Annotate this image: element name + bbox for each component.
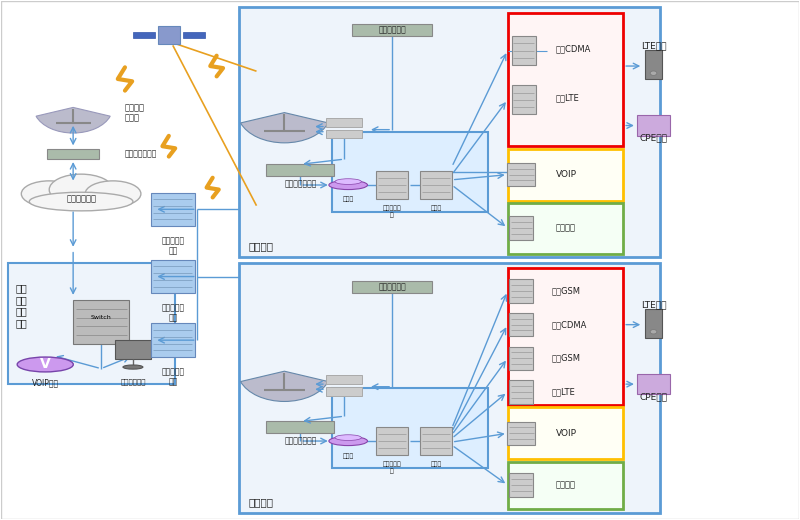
Bar	[239, 263, 660, 513]
Circle shape	[650, 330, 657, 334]
Text: 业务运维设
备: 业务运维设 备	[382, 462, 402, 474]
Ellipse shape	[335, 435, 362, 440]
Bar	[332, 132, 488, 212]
Text: CPE终端: CPE终端	[639, 392, 667, 401]
Text: Switch: Switch	[90, 315, 111, 320]
Text: VOIP平台: VOIP平台	[32, 378, 58, 387]
Text: 电信LTE: 电信LTE	[555, 94, 579, 102]
Text: 电信CDMA: 电信CDMA	[555, 45, 591, 54]
Bar	[73, 300, 129, 344]
Bar	[645, 50, 662, 79]
Ellipse shape	[329, 436, 367, 446]
Text: 监控管理系统: 监控管理系统	[378, 282, 406, 291]
Bar	[151, 260, 194, 293]
Text: 海南电信核
心网: 海南电信核 心网	[162, 304, 184, 323]
Bar	[158, 26, 180, 44]
Ellipse shape	[123, 365, 143, 369]
Bar	[508, 407, 623, 459]
Text: 卫星调制解调器: 卫星调制解调器	[284, 179, 317, 188]
Text: 海南移动核
心网: 海南移动核 心网	[162, 236, 184, 256]
Bar	[510, 216, 533, 240]
Text: CPE终端: CPE终端	[639, 133, 667, 142]
Ellipse shape	[329, 180, 367, 190]
Bar	[115, 340, 151, 359]
Text: 视频监控平台: 视频监控平台	[120, 378, 146, 384]
Bar	[645, 308, 662, 337]
Text: 路由器: 路由器	[342, 197, 354, 202]
Text: V: V	[40, 357, 50, 371]
Text: 视频监控: 视频监控	[555, 480, 575, 489]
Bar	[420, 427, 452, 455]
Bar	[637, 374, 670, 395]
Text: 海南联通核
心网: 海南联通核 心网	[162, 367, 184, 386]
Text: 海南
省通
信管
理局: 海南 省通 信管 理局	[16, 283, 27, 328]
Bar	[508, 149, 623, 201]
Text: 交换机: 交换机	[430, 462, 442, 467]
Text: 视频监控: 视频监控	[555, 224, 575, 232]
Bar	[332, 388, 488, 469]
Ellipse shape	[22, 181, 77, 207]
Bar	[508, 203, 623, 254]
Text: 试验船二: 试验船二	[249, 497, 274, 506]
Text: 移动GSM: 移动GSM	[551, 287, 581, 295]
Bar	[376, 427, 408, 455]
Bar	[510, 380, 533, 404]
Bar	[510, 473, 533, 497]
Bar	[133, 32, 155, 38]
Bar	[239, 7, 660, 257]
Bar	[182, 32, 205, 38]
Ellipse shape	[50, 174, 113, 205]
Bar	[266, 164, 334, 176]
Wedge shape	[241, 113, 328, 143]
Bar	[637, 115, 670, 136]
Bar	[151, 323, 194, 357]
Bar	[508, 268, 623, 405]
Text: 路由器: 路由器	[342, 453, 354, 459]
Bar	[376, 171, 408, 199]
Ellipse shape	[17, 357, 74, 372]
Wedge shape	[241, 371, 328, 401]
Bar	[508, 462, 623, 509]
Bar	[512, 85, 535, 114]
Text: LTE终端: LTE终端	[641, 42, 666, 50]
Text: VOIP: VOIP	[555, 429, 577, 438]
Bar	[507, 422, 535, 445]
Bar	[510, 279, 533, 303]
Bar	[326, 375, 362, 384]
Text: VOIP: VOIP	[555, 170, 577, 179]
Wedge shape	[36, 108, 110, 133]
Bar	[8, 263, 175, 384]
Bar	[420, 171, 452, 199]
Bar	[510, 347, 533, 370]
Bar	[507, 163, 535, 186]
Text: 卫星调制解调器: 卫星调制解调器	[284, 436, 317, 445]
Text: 电信CDMA: 电信CDMA	[551, 320, 587, 329]
Bar	[352, 24, 432, 35]
Text: 卫星调制解调器: 卫星调制解调器	[125, 149, 158, 159]
Text: LTE终端: LTE终端	[641, 300, 666, 309]
Text: 业务运维设
备: 业务运维设 备	[382, 206, 402, 218]
Bar	[326, 387, 362, 396]
Bar	[326, 118, 362, 126]
Ellipse shape	[30, 192, 133, 211]
Bar	[47, 149, 99, 159]
Bar	[352, 281, 432, 293]
Ellipse shape	[85, 181, 141, 207]
Text: 联通GSM: 联通GSM	[551, 354, 581, 363]
Bar	[512, 36, 535, 65]
Bar	[326, 129, 362, 138]
Text: 监控管理系统: 监控管理系统	[378, 25, 406, 34]
Text: 交换机: 交换机	[430, 206, 442, 211]
Circle shape	[650, 71, 657, 75]
Bar	[508, 13, 623, 146]
Text: 北京卫星
地面站: 北京卫星 地面站	[125, 103, 145, 122]
Bar	[510, 313, 533, 336]
Text: 试验船一: 试验船一	[249, 241, 274, 251]
Ellipse shape	[335, 179, 362, 185]
Text: 移动LTE: 移动LTE	[551, 387, 575, 396]
Text: 移动传输网络: 移动传输网络	[66, 194, 96, 203]
Bar	[266, 421, 334, 433]
Bar	[151, 192, 194, 226]
